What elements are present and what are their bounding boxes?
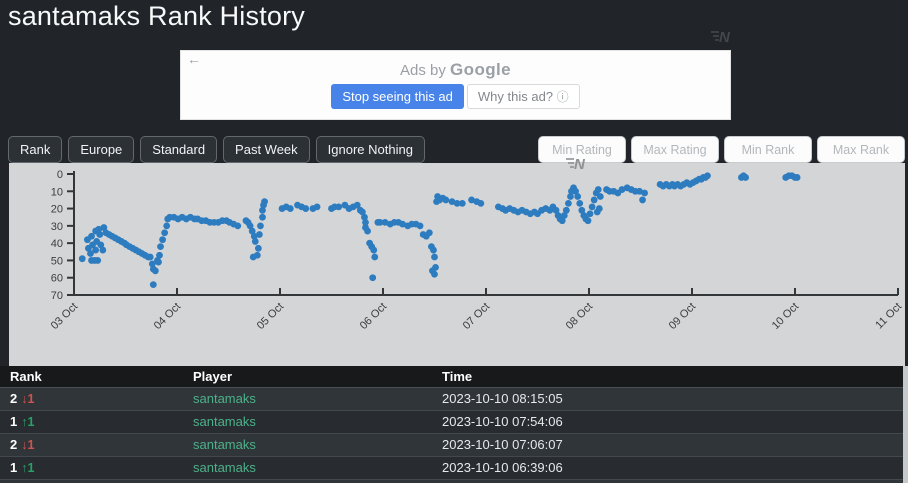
filter-min-rank-input[interactable] — [724, 136, 812, 163]
google-logo: Google — [450, 60, 511, 79]
rank-table: Rank Player Time 2 ↓1 santamaks 2023-10-10 … — [0, 366, 908, 483]
player-link[interactable]: santamaks — [193, 437, 256, 452]
watermark-icon: N — [565, 154, 589, 172]
tab-europe[interactable]: Europe — [68, 136, 135, 163]
player-cell: santamaks — [193, 411, 442, 433]
rank-cell: 1 ↑1 — [10, 457, 193, 479]
ad-brand: Ads by Google — [181, 60, 730, 80]
svg-text:06 Oct: 06 Oct — [358, 301, 389, 332]
player-link[interactable]: santamaks — [193, 414, 256, 429]
ad-back-arrow-icon[interactable]: ← — [187, 51, 201, 67]
svg-text:04 Oct: 04 Oct — [152, 301, 183, 332]
table-row: 2 ↓1 santamaks 2023-10-10 08:15:05 — [0, 388, 908, 411]
tab-ignore-nothing[interactable]: Ignore Nothing — [315, 136, 425, 163]
table-row: 2 ↓1 santamaks 2023-10-10 07:06:07 — [0, 434, 908, 457]
svg-text:40: 40 — [51, 238, 63, 250]
rank-cell: 2 ↓1 — [10, 388, 193, 410]
svg-text:10: 10 — [51, 186, 63, 198]
svg-text:60: 60 — [51, 273, 63, 285]
tab-rank[interactable]: Rank — [8, 136, 63, 163]
rank-change-indicator: ↑1 — [21, 415, 35, 429]
ad-actions: Stop seeing this ad Why this ad? ⓘ — [181, 84, 730, 109]
page-title: santamaks Rank History — [8, 1, 305, 31]
svg-text:30: 30 — [51, 221, 63, 233]
table-row: 1 ↑1 santamaks 2023-10-10 06:39:06 — [0, 457, 908, 480]
svg-text:03 Oct: 03 Oct — [49, 301, 80, 332]
column-header-player: Player — [193, 369, 233, 384]
rank-change-indicator: ↓1 — [21, 438, 35, 452]
time-cell: 2023-10-10 07:54:06 — [442, 414, 563, 429]
rank-cell: 1 ↑1 — [10, 411, 193, 433]
watermark-icon: N — [710, 27, 734, 45]
rank-value: 2 — [10, 437, 18, 452]
rank-change-indicator: ↑1 — [21, 461, 35, 475]
rank-value: 1 — [10, 460, 18, 475]
player-link[interactable]: santamaks — [193, 391, 256, 406]
svg-text:70: 70 — [51, 290, 63, 302]
tab-standard[interactable]: Standard — [140, 136, 218, 163]
svg-text:N: N — [574, 156, 586, 172]
svg-text:50: 50 — [51, 255, 63, 267]
svg-text:20: 20 — [51, 204, 63, 216]
rank-value: 2 — [10, 391, 18, 406]
why-this-ad-button[interactable]: Why this ad? ⓘ — [466, 84, 580, 109]
table-row: 1 ↑1 santamaks 2023-10-10 07:54:06 — [0, 411, 908, 434]
rank-history-chart: 0 10 20 30 40 50 60 70 03 Oct 04 Oct 05 Oct 06 Oct 0… — [9, 163, 905, 366]
svg-text:07 Oct: 07 Oct — [461, 301, 492, 332]
ad-banner: ← Ads by Google Stop seeing this ad Why … — [180, 50, 731, 120]
player-link[interactable]: santamaks — [193, 460, 256, 475]
svg-text:0: 0 — [57, 169, 63, 181]
table-body: 2 ↓1 santamaks 2023-10-10 08:15:05 1 ↑1 sa… — [0, 388, 908, 480]
info-icon: ⓘ — [556, 90, 569, 104]
controls-row: Rank Europe Standard Past Week Ignore Nothin… — [8, 136, 905, 163]
svg-text:09 Oct: 09 Oct — [667, 301, 698, 332]
filter-max-rating-input[interactable] — [631, 136, 719, 163]
filter-max-rank-input[interactable] — [817, 136, 905, 163]
ad-brand-prefix: Ads by — [400, 62, 451, 79]
tab-past-week[interactable]: Past Week — [223, 136, 310, 163]
rank-change-indicator: ↓1 — [21, 392, 35, 406]
svg-text:N: N — [719, 29, 731, 45]
stop-seeing-ad-button[interactable]: Stop seeing this ad — [331, 84, 464, 109]
column-header-time: Time — [442, 369, 473, 384]
column-header-rank: Rank — [10, 369, 42, 384]
time-cell: 2023-10-10 07:06:07 — [442, 437, 563, 452]
player-cell: santamaks — [193, 388, 442, 410]
player-cell: santamaks — [193, 434, 442, 456]
partial-next-row — [0, 480, 908, 483]
player-cell: santamaks — [193, 457, 442, 479]
svg-text:08 Oct: 08 Oct — [564, 301, 595, 332]
time-cell: 2023-10-10 06:39:06 — [442, 460, 563, 475]
svg-text:05 Oct: 05 Oct — [255, 301, 286, 332]
filter-min-rating-input[interactable] — [538, 136, 626, 163]
range-filters — [538, 136, 905, 163]
time-cell: 2023-10-10 08:15:05 — [442, 391, 563, 406]
svg-text:11 Oct: 11 Oct — [873, 301, 904, 332]
filter-tabs: Rank Europe Standard Past Week Ignore Nothin… — [8, 136, 425, 163]
svg-text:10 Oct: 10 Oct — [770, 301, 801, 332]
scrollbar-thumb[interactable] — [903, 366, 908, 483]
rank-value: 1 — [10, 414, 18, 429]
rank-cell: 2 ↓1 — [10, 434, 193, 456]
table-header: Rank Player Time — [0, 366, 908, 388]
